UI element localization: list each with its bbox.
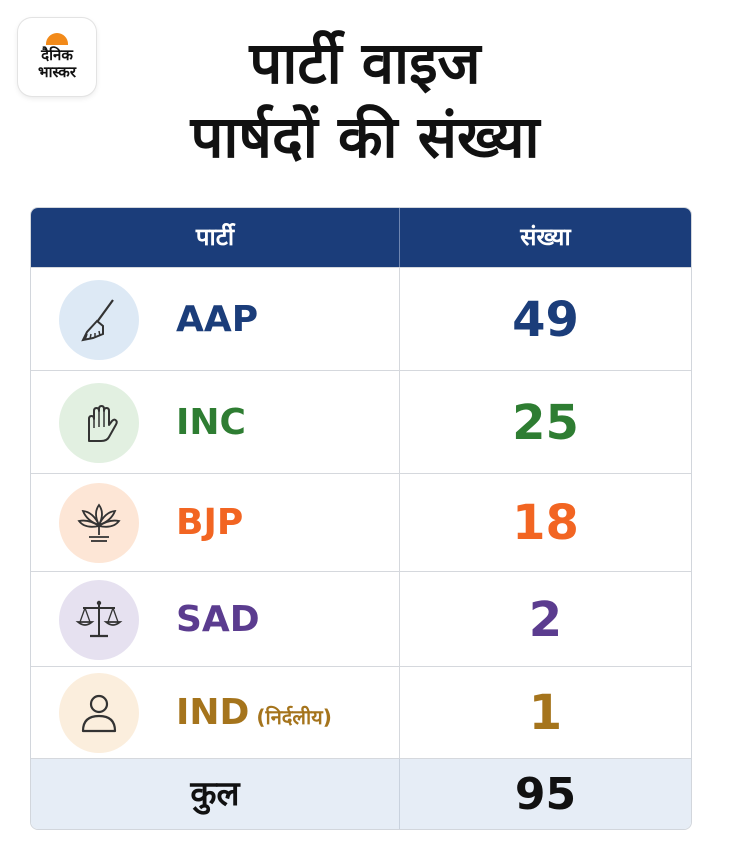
party-label: SAD [176, 598, 260, 640]
party-label: IND [176, 692, 250, 733]
title-line1: पार्टी वाइज [249, 29, 481, 97]
party-count-bjp: 18 [512, 495, 579, 551]
scales-icon [59, 579, 139, 660]
total-label: कुल [190, 774, 240, 814]
table-row-aap: AAP 49 [31, 267, 691, 371]
row-divider [399, 572, 400, 667]
party-count-aap: 49 [512, 291, 579, 348]
party-label: AAP [176, 298, 259, 340]
header-count: संख्या [520, 223, 571, 251]
party-label: BJP [176, 502, 244, 543]
party-count-inc: 25 [512, 394, 579, 451]
logo-text-line1: दैनिक [41, 46, 73, 64]
party-name-inc: INC [176, 401, 246, 445]
party-councillor-table: पार्टी संख्या AAP 49 INC 25 BJP 18 SAD 2 IND (नि… [30, 207, 692, 830]
total-value: 95 [514, 769, 577, 820]
page-title: पार्टी वाइज पार्षदों की संख्या [0, 26, 730, 174]
lotus-icon [59, 483, 139, 563]
header-party: पार्टी [195, 223, 235, 251]
header-divider [399, 208, 400, 267]
party-name-sad: SAD [176, 598, 260, 642]
title-line2: पार्षदों की संख्या [190, 103, 540, 171]
dainik-bhaskar-logo: दैनिक भास्कर [18, 18, 96, 96]
table-row-ind: IND (निर्दलीय) 1 [31, 666, 691, 759]
party-name-bjp: BJP [176, 501, 243, 545]
table-row-sad: SAD 2 [31, 571, 691, 667]
sun-icon [46, 33, 68, 45]
hand-icon [59, 382, 139, 463]
party-name-aap: AAP [176, 298, 258, 342]
party-note: (निर्दलीय) [249, 705, 332, 729]
party-count-sad: 2 [528, 591, 563, 648]
party-label: INC [176, 401, 246, 443]
party-count-ind: 1 [528, 685, 563, 741]
broom-icon [59, 279, 139, 360]
total-divider [399, 759, 400, 829]
row-divider [399, 268, 400, 371]
table-row-bjp: BJP 18 [31, 473, 691, 572]
total-row: कुल 95 [31, 758, 691, 829]
row-divider [399, 371, 400, 474]
row-divider [399, 667, 400, 759]
row-divider [399, 474, 400, 572]
party-name-ind: IND (निर्दलीय) [176, 691, 332, 739]
logo-text-line2: भास्कर [38, 63, 76, 81]
person-icon [59, 673, 139, 753]
table-row-inc: INC 25 [31, 370, 691, 474]
table-header: पार्टी संख्या [31, 208, 691, 267]
